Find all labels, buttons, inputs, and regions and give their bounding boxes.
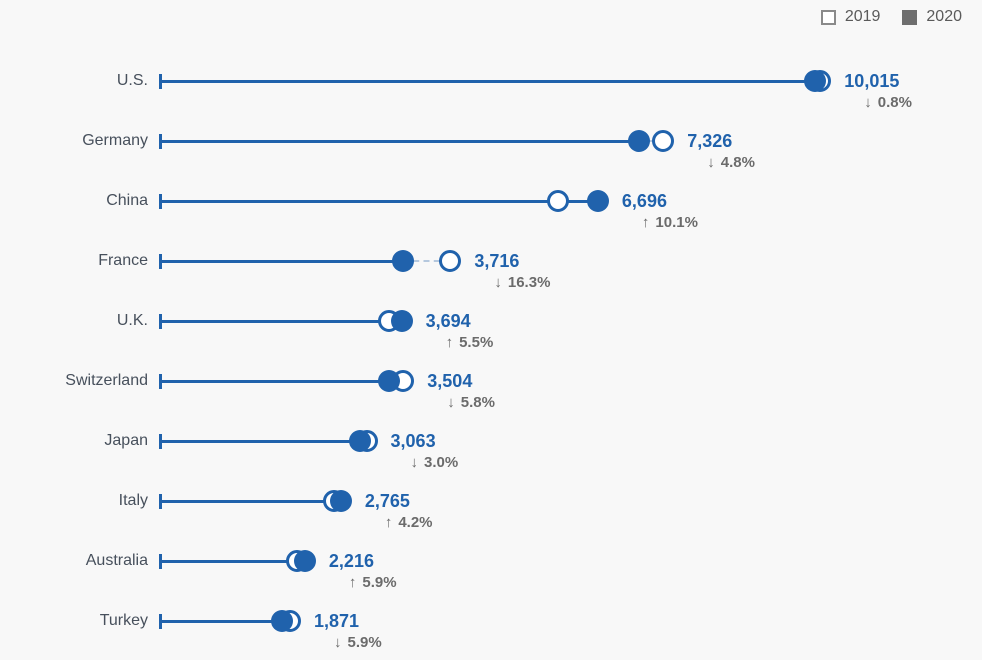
change-label: ↓ 5.8%	[447, 394, 495, 411]
category-label: China	[106, 192, 148, 209]
change-label: ↑ 10.1%	[641, 214, 698, 231]
marker-2019[interactable]	[652, 130, 675, 152]
change-label: ↓ 16.3%	[494, 274, 551, 291]
value-line	[160, 79, 815, 83]
value-line	[160, 499, 341, 503]
up-arrow-icon: ↑	[641, 214, 650, 231]
up-arrow-icon: ↑	[384, 514, 393, 531]
marker-2020[interactable]	[586, 190, 609, 212]
value-line	[160, 439, 361, 443]
marker-2020[interactable]	[804, 70, 826, 92]
legend-label-2020: 2020	[926, 8, 962, 25]
decline-connector	[403, 260, 451, 262]
marker-2020[interactable]	[293, 550, 316, 572]
marker-2020[interactable]	[390, 310, 413, 332]
value-label: 3,504	[427, 371, 473, 391]
change-label: ↓ 5.9%	[334, 634, 382, 651]
category-label: Germany	[82, 132, 148, 149]
category-label: Turkey	[99, 612, 148, 629]
category-label: Italy	[118, 492, 148, 509]
value-line	[160, 619, 283, 623]
value-label: 6,696	[621, 191, 667, 211]
chart-legend: 2019 2020	[820, 8, 962, 26]
legend-item-2020[interactable]: 2020	[902, 8, 962, 26]
value-label: 3,716	[474, 251, 520, 271]
up-arrow-icon: ↑	[445, 334, 454, 351]
down-arrow-icon: ↓	[447, 394, 455, 411]
legend-item-2019[interactable]: 2019	[820, 8, 881, 26]
decline-connector	[639, 140, 664, 142]
change-label: ↓ 4.8%	[707, 154, 755, 171]
category-label: U.S.	[116, 72, 148, 89]
value-label: 7,326	[687, 131, 733, 151]
down-arrow-icon: ↓	[494, 274, 502, 291]
change-label: ↓ 0.8%	[864, 94, 912, 111]
change-label: ↑ 5.5%	[445, 334, 494, 351]
value-line	[160, 379, 390, 383]
value-label: 10,015	[844, 71, 900, 91]
category-label: Switzerland	[65, 372, 148, 389]
value-label: 2,765	[364, 491, 410, 511]
value-line	[160, 199, 598, 203]
marker-2020[interactable]	[378, 370, 401, 392]
legend-label-2019: 2019	[844, 8, 881, 25]
value-label: 3,694	[425, 311, 471, 331]
up-arrow-icon: ↑	[348, 574, 357, 591]
marker-2020[interactable]	[628, 130, 651, 152]
open-square-icon	[820, 9, 836, 25]
value-line	[160, 139, 640, 143]
marker-2019[interactable]	[546, 190, 569, 212]
value-line	[160, 259, 404, 263]
change-label: ↓ 3.0%	[410, 454, 459, 471]
marker-2020[interactable]	[271, 610, 294, 632]
marker-2020[interactable]	[392, 250, 415, 272]
down-arrow-icon: ↓	[410, 454, 419, 471]
category-label: Japan	[104, 432, 148, 449]
change-label: ↑ 5.9%	[348, 574, 397, 591]
filled-square-icon	[902, 9, 918, 25]
down-arrow-icon: ↓	[864, 94, 872, 111]
marker-2019[interactable]	[439, 250, 462, 272]
category-label: Australia	[85, 552, 148, 569]
value-line	[160, 319, 402, 323]
category-label: France	[98, 252, 148, 269]
change-label: ↑ 4.2%	[384, 514, 433, 531]
value-label: 3,063	[390, 431, 436, 451]
value-label: 2,216	[328, 551, 374, 571]
value-label: 1,871	[314, 611, 360, 631]
category-label: U.K.	[116, 312, 148, 329]
down-arrow-icon: ↓	[707, 154, 715, 171]
marker-2020[interactable]	[349, 430, 372, 452]
value-line	[160, 559, 305, 563]
down-arrow-icon: ↓	[334, 634, 342, 651]
marker-2020[interactable]	[329, 490, 352, 512]
